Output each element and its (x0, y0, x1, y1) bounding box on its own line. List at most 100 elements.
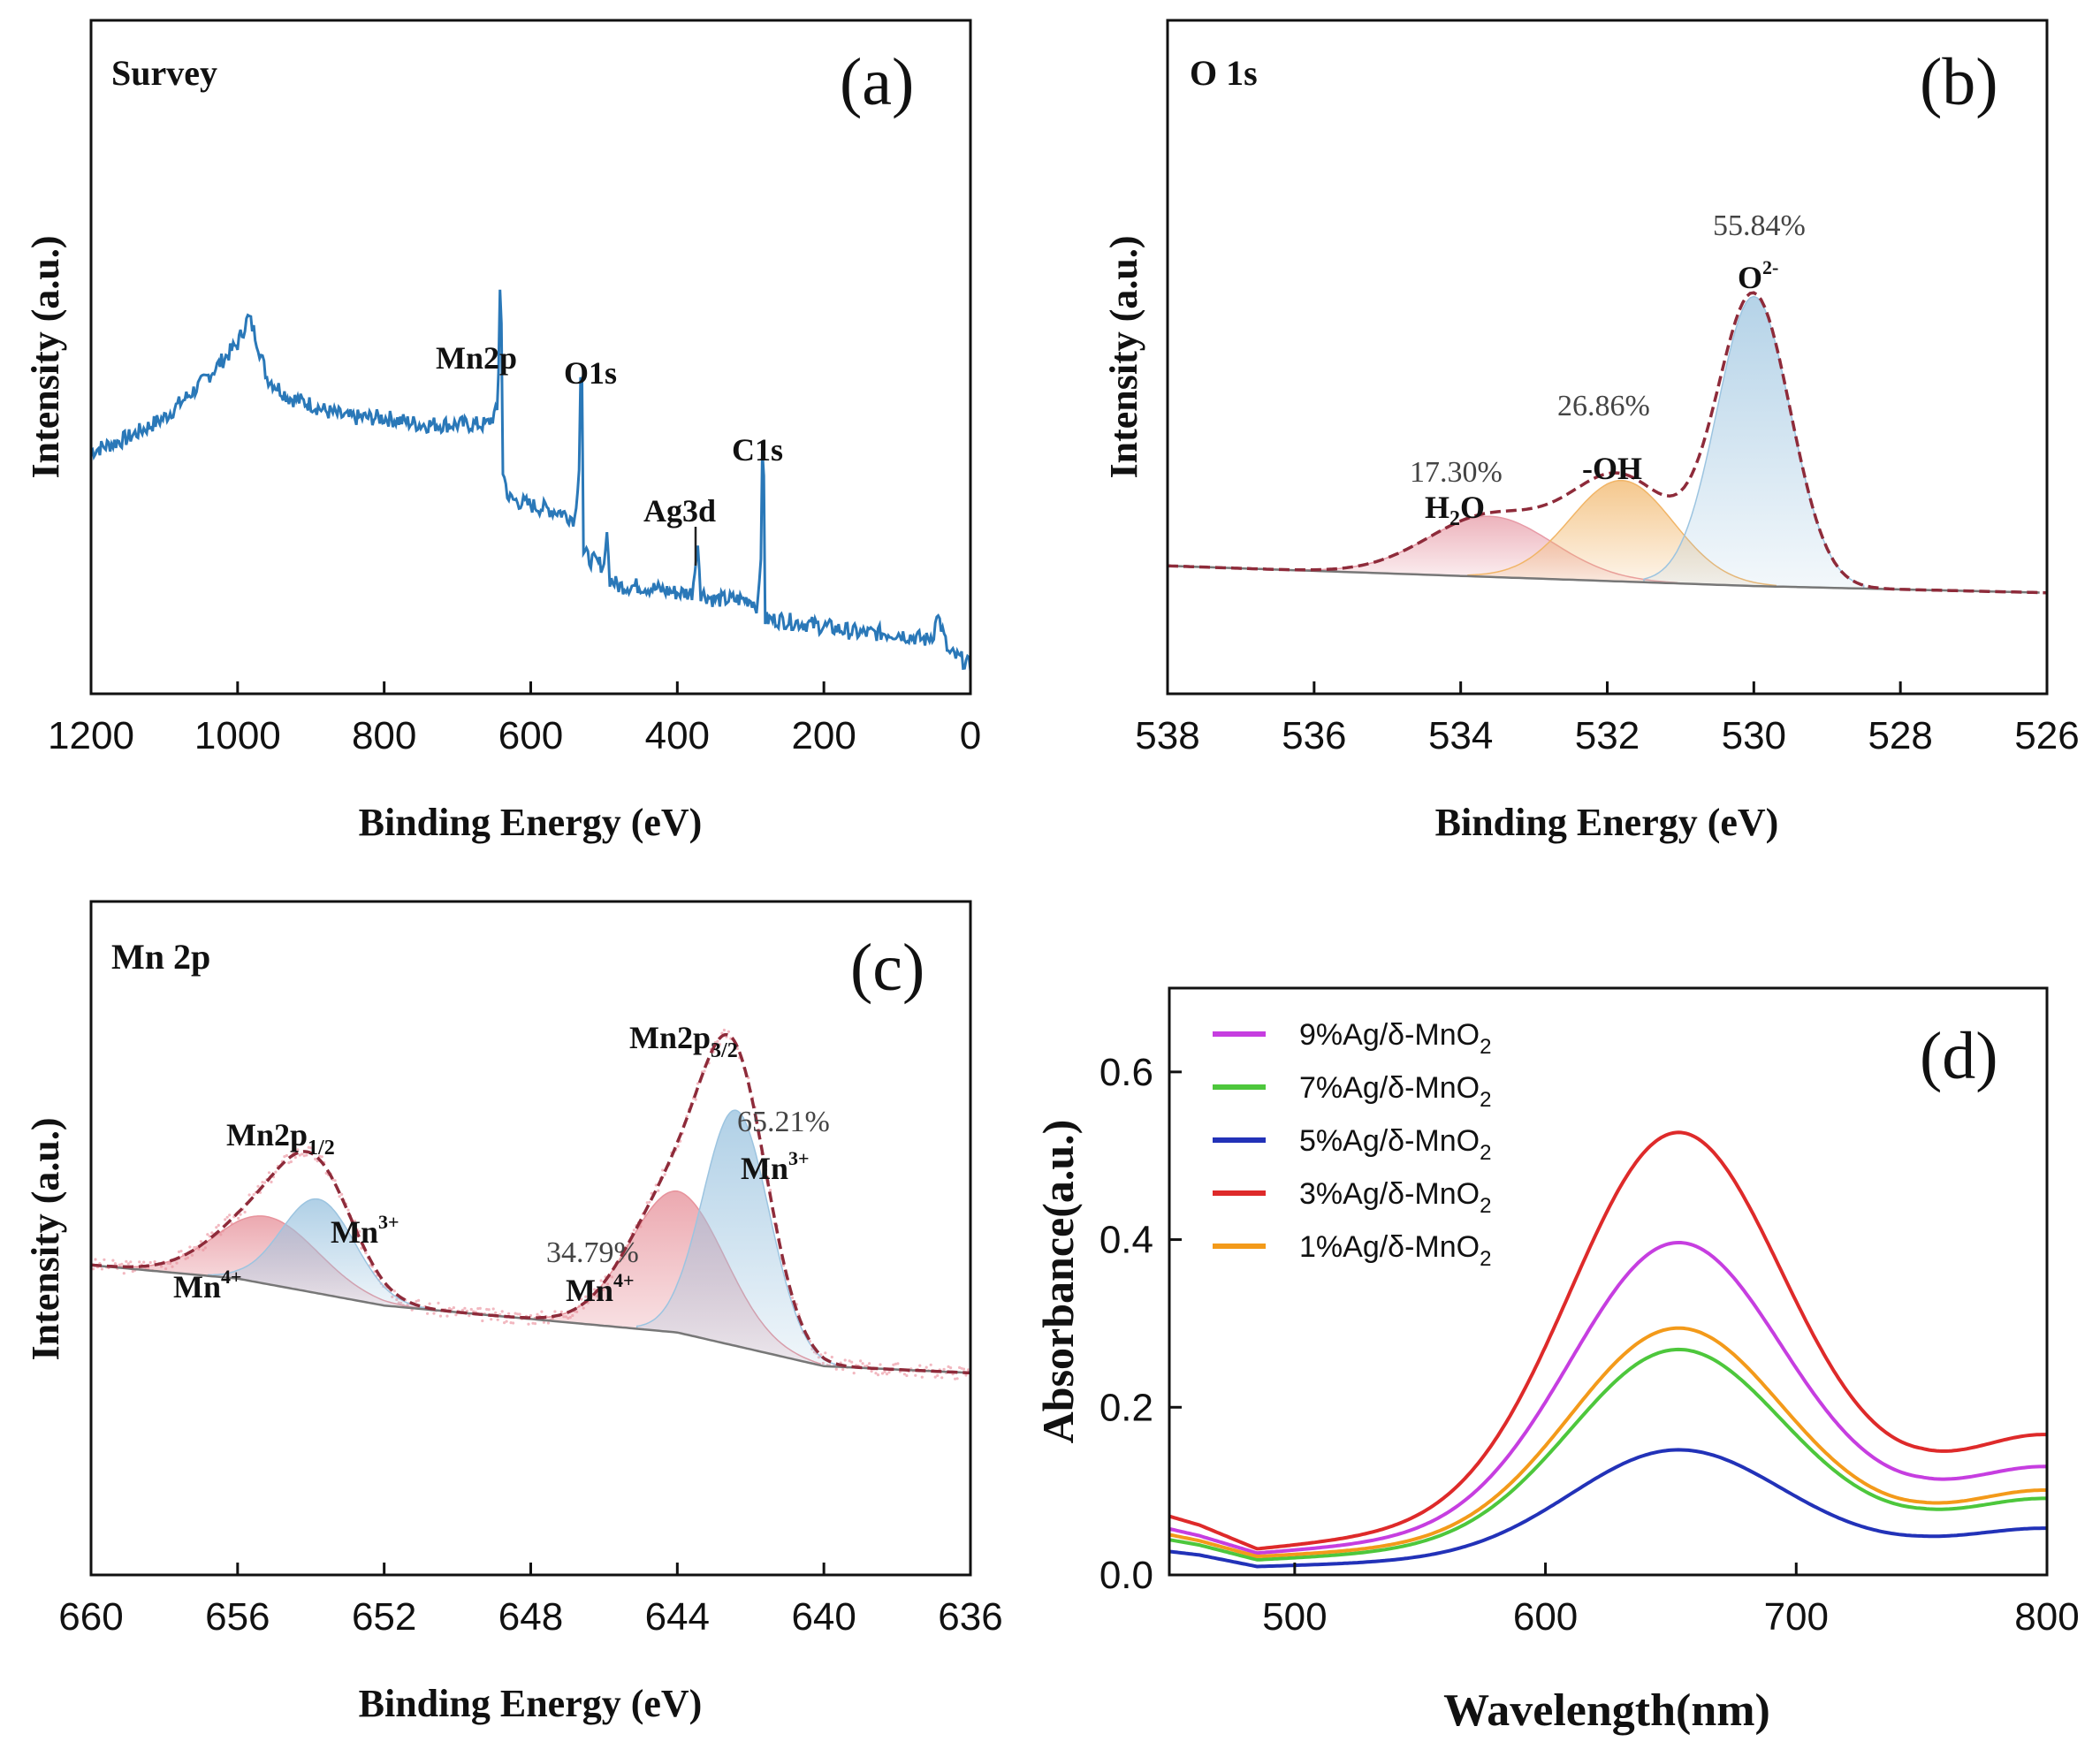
raw-data-point (536, 1312, 539, 1316)
raw-data-point (936, 1373, 940, 1377)
raw-data-point (727, 1030, 731, 1033)
c-tick-label-648: 648 (498, 1595, 563, 1639)
raw-data-point (415, 1299, 418, 1303)
raw-data-point (892, 1363, 895, 1366)
raw-data-point (914, 1373, 917, 1377)
panel-b-title: O 1s (1190, 53, 1258, 93)
raw-data-point (432, 1312, 436, 1315)
raw-data-point (138, 1260, 141, 1264)
c-tick-label-660: 660 (58, 1595, 123, 1639)
panel-a-title: Survey (111, 53, 217, 93)
raw-data-point (920, 1375, 924, 1379)
raw-data-point (696, 1082, 700, 1085)
raw-data-point (924, 1365, 928, 1369)
raw-data-point (505, 1320, 508, 1323)
raw-data-point (333, 1179, 337, 1183)
a-tick-label-800: 800 (352, 714, 416, 757)
panel-d-absorbance: 500 600 700 800 0.0 0.2 0.4 0.6 9%Ag/δ-MnO2 7%Ag… (1033, 986, 2080, 1736)
raw-data-point (360, 1246, 363, 1250)
panel-a-survey: 1200 1000 800 600 400 200 0 Survey (a) Mn2p O1… (24, 19, 981, 844)
label-h2o: H2O (1425, 490, 1485, 530)
raw-data-point (120, 1262, 124, 1266)
panel-a-letter: (a) (840, 45, 914, 119)
raw-data-point (879, 1363, 882, 1366)
raw-data-point (790, 1296, 795, 1299)
panel-d-ylabel: Absorbance(a.u.) (1033, 1120, 1083, 1444)
raw-data-point (283, 1155, 286, 1159)
b-tick-label-526: 526 (2014, 714, 2079, 757)
raw-data-point (942, 1367, 946, 1371)
raw-data-point (302, 1154, 306, 1158)
label-h2o-subscript: 2 (1449, 507, 1460, 530)
raw-data-point (274, 1170, 278, 1174)
raw-data-point (468, 1314, 471, 1318)
panel-b-frame (1166, 19, 2049, 696)
panel-b-plot-area (1167, 291, 2048, 595)
panel-a-plot-area (89, 289, 972, 672)
panel-d-frame (1168, 986, 2049, 1577)
raw-data-point (887, 1371, 891, 1374)
d-ytick-label-1: 0.2 (1099, 1386, 1153, 1429)
raw-data-point (148, 1260, 152, 1265)
raw-data-point (718, 1043, 722, 1046)
annotation-ag3d: Ag3d (643, 493, 716, 529)
raw-data-point (210, 1231, 214, 1235)
raw-data-point (179, 1250, 183, 1253)
o1s-envelope-line (1167, 291, 2048, 595)
d-ytick-label-0: 0.0 (1099, 1554, 1153, 1597)
raw-data-point (512, 1321, 515, 1325)
raw-data-point (252, 1193, 255, 1197)
raw-data-point (118, 1263, 121, 1266)
raw-data-point (320, 1155, 323, 1159)
raw-data-point (122, 1272, 126, 1275)
raw-data-point (584, 1295, 588, 1298)
raw-data-point (553, 1310, 557, 1313)
panel-d-legend: 9%Ag/δ-MnO2 7%Ag/δ-MnO2 5%Ag/δ-MnO2 3%Ag/δ-… (1213, 1018, 1491, 1271)
raw-data-point (843, 1358, 847, 1362)
raw-data-point (918, 1364, 922, 1367)
label-mn3-right: Mn3+ (741, 1147, 810, 1186)
raw-data-point (314, 1157, 317, 1161)
label-h2o-percent: 17.30% (1410, 456, 1503, 489)
raw-data-point (452, 1306, 455, 1310)
d-ytick-label-3: 0.6 (1099, 1051, 1153, 1094)
d-xtick-label-600: 600 (1513, 1595, 1578, 1639)
raw-data-point (324, 1171, 328, 1175)
raw-data-point (546, 1321, 551, 1325)
raw-data-point (94, 1258, 97, 1261)
a-tick-label-0: 0 (960, 714, 981, 757)
panel-b-letter: (b) (1920, 45, 1998, 119)
raw-data-point (716, 1039, 719, 1043)
raw-data-point (490, 1318, 493, 1321)
raw-data-point (685, 1114, 689, 1118)
a-tick-label-200: 200 (791, 714, 856, 757)
raw-data-point (206, 1233, 209, 1236)
raw-data-point (580, 1297, 583, 1301)
raw-data-point (648, 1200, 651, 1204)
raw-data-point (485, 1307, 489, 1312)
d-xtick-label-700: 700 (1764, 1595, 1829, 1639)
raw-data-point (417, 1298, 421, 1302)
panel-b-xlabel: Binding Energy (eV) (1435, 801, 1779, 844)
c-tick-label-656: 656 (205, 1595, 270, 1639)
series-line-9pct (1168, 1241, 2048, 1555)
raw-data-point (392, 1289, 396, 1293)
raw-data-point (654, 1183, 658, 1187)
c-tick-label-636: 636 (938, 1595, 1002, 1639)
raw-data-point (289, 1160, 293, 1164)
raw-data-point (256, 1184, 260, 1188)
raw-data-point (438, 1314, 443, 1318)
raw-data-point (287, 1161, 291, 1165)
raw-data-point (491, 1307, 495, 1311)
raw-data-point (193, 1245, 196, 1250)
c-tick-label-644: 644 (645, 1595, 710, 1639)
raw-data-point (645, 1201, 649, 1205)
panel-b-o1s: 538 536 534 532 530 528 526 O 1s (b) 17.30% H2… (1102, 19, 2080, 844)
raw-data-point (125, 1259, 128, 1263)
raw-data-point (428, 1302, 431, 1305)
raw-data-point (747, 1076, 750, 1080)
raw-data-point (224, 1218, 227, 1221)
raw-data-point (481, 1319, 484, 1323)
raw-data-point (958, 1365, 962, 1369)
label-oh: -OH (1582, 451, 1642, 486)
